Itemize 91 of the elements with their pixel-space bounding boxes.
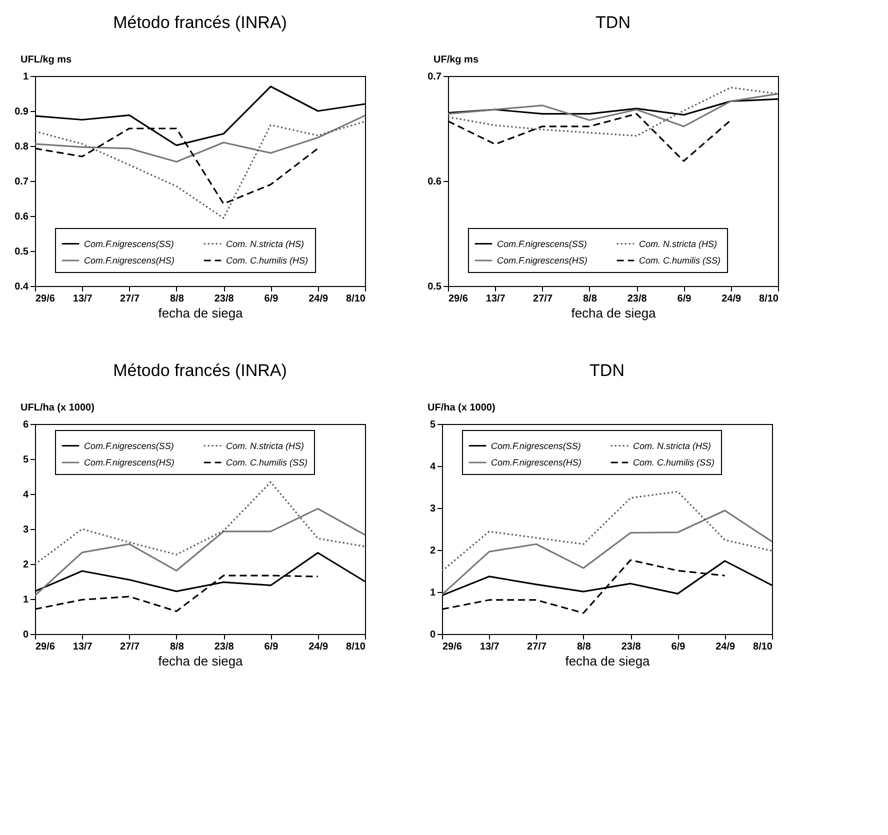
y-tick-label: 0.6 (14, 212, 29, 222)
y-tick-label: 1 (430, 588, 436, 598)
x-tick-label: 24/9 (722, 294, 742, 304)
y-tick-label: 0.9 (14, 106, 29, 118)
x-tick-label: 8/8 (576, 642, 592, 652)
y-tick-label: 1 (22, 594, 29, 606)
x-tick-label: 13/7 (480, 642, 500, 652)
x-tick-label: 27/7 (527, 642, 547, 652)
x-tick-label: 29/6 (36, 294, 56, 304)
y-axis-title: UF/kg ms (434, 54, 479, 66)
legend-label: Com. C.humilis (SS) (226, 458, 308, 468)
line-series (448, 113, 732, 162)
y-tick-label: 6 (22, 420, 29, 430)
x-tick-label: 6/9 (264, 294, 279, 304)
x-axis-title: fecha de siega (158, 654, 244, 668)
legend-label: Com. N.stricta (HS) (633, 440, 712, 451)
legend-label: Com. N.stricta (HS) (639, 238, 718, 249)
y-axis-title: UFL/kg ms (20, 54, 72, 66)
x-tick-label: 29/6 (36, 642, 56, 652)
x-axis-title: fecha de siega (158, 306, 244, 320)
line-series (448, 93, 778, 128)
x-tick-label: 24/9 (308, 294, 329, 304)
x-tick-label: 8/8 (170, 642, 184, 652)
legend-label: Com.F.nigrescens(HS) (491, 458, 582, 468)
y-tick-label: 5 (22, 454, 29, 466)
y-tick-label: 0.5 (14, 246, 29, 258)
x-tick-label: 24/9 (308, 642, 329, 652)
y-tick-label: 0.8 (14, 142, 29, 152)
x-tick-label: 8/8 (170, 294, 184, 304)
line-series (35, 481, 365, 566)
x-tick-label: 8/10 (753, 642, 773, 652)
x-tick-label: 27/7 (120, 294, 140, 304)
x-tick-label: 8/10 (346, 642, 366, 652)
chart-title: Método francés (INRA) (113, 13, 287, 32)
y-tick-label: 0.4 (14, 282, 29, 292)
legend-label: Com.F.nigrescens(SS) (84, 238, 174, 249)
x-tick-label: 23/8 (214, 642, 234, 652)
y-axis-title: UF/ha (x 1000) (428, 402, 496, 414)
line-series (35, 114, 365, 163)
y-tick-label: 0.6 (428, 176, 442, 188)
x-tick-label: 29/6 (442, 642, 462, 652)
x-tick-label: 13/7 (72, 294, 93, 304)
y-tick-label: 0.7 (14, 176, 29, 188)
chart-title: TDN (596, 13, 630, 32)
x-tick-label: 29/6 (448, 294, 468, 304)
y-tick-label: 4 (22, 490, 29, 500)
legend-label: Com. N.stricta (HS) (226, 238, 304, 249)
x-tick-label: 23/8 (621, 642, 642, 652)
y-tick-label: 5 (430, 420, 436, 430)
y-tick-label: 3 (430, 504, 436, 514)
x-axis-title: fecha de siega (565, 654, 651, 668)
x-tick-label: 8/10 (346, 294, 366, 304)
legend-label: Com.F.nigrescens(HS) (497, 256, 588, 266)
y-axis-title: UFL/ha (x 1000) (20, 402, 94, 414)
chart-title: TDN (590, 361, 624, 380)
x-tick-label: 8/10 (759, 294, 779, 304)
x-tick-label: 23/8 (214, 294, 234, 304)
x-tick-label: 6/9 (671, 642, 686, 652)
legend-label: Com.F.nigrescens(HS) (84, 458, 174, 468)
y-tick-label: 3 (22, 524, 29, 536)
x-tick-label: 6/9 (677, 294, 692, 304)
line-series (442, 490, 772, 572)
y-tick-label: 2 (22, 560, 29, 570)
legend-label: Com. C.humilis (SS) (633, 458, 715, 468)
y-tick-label: 2 (430, 546, 436, 556)
x-tick-label: 23/8 (627, 294, 648, 304)
x-tick-label: 8/8 (582, 294, 598, 304)
chart-title: Método francés (INRA) (113, 361, 287, 380)
legend-label: Com. N.stricta (HS) (226, 440, 304, 451)
legend-label: Com.F.nigrescens(SS) (491, 440, 581, 451)
x-tick-label: 13/7 (72, 642, 93, 652)
y-tick-label: 4 (430, 462, 436, 472)
y-tick-label: 0.5 (428, 282, 442, 292)
x-tick-label: 27/7 (120, 642, 140, 652)
legend-label: Com.F.nigrescens(SS) (497, 238, 587, 249)
legend-label: Com. C.humilis (SS) (639, 256, 721, 266)
x-tick-label: 13/7 (486, 294, 506, 304)
y-tick-label: 0 (22, 630, 29, 640)
legend-label: Com. C.humilis (HS) (226, 256, 308, 266)
line-series (35, 120, 365, 219)
line-series (35, 508, 365, 596)
x-axis-title: fecha de siega (571, 306, 657, 320)
y-tick-label: 0.7 (428, 72, 442, 82)
legend-label: Com.F.nigrescens(SS) (84, 440, 174, 451)
y-tick-label: 0 (430, 630, 436, 640)
legend-label: Com.F.nigrescens(HS) (84, 256, 174, 266)
line-series (448, 86, 778, 137)
x-tick-label: 24/9 (716, 642, 736, 652)
y-tick-label: 1 (22, 72, 29, 82)
x-tick-label: 6/9 (264, 642, 279, 652)
x-tick-label: 27/7 (533, 294, 553, 304)
